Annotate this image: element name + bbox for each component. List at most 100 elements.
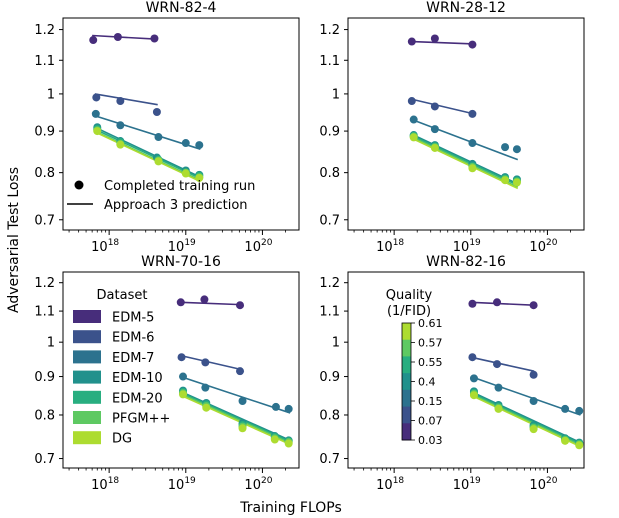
y-tick-label: 0.9 <box>319 125 340 140</box>
y-tick-label: 1.2 <box>319 276 340 291</box>
colorbar-tick-label: 0.07 <box>418 415 443 428</box>
point-dg-4 <box>181 169 190 178</box>
point-edm-5-2 <box>493 298 502 307</box>
colorbar-tick-label: 0.55 <box>418 356 443 369</box>
y-tick-label: 0.8 <box>319 166 340 181</box>
y-tick-label: 0.9 <box>34 125 55 140</box>
panel-title: WRN-82-16 <box>426 254 506 270</box>
point-edm-7-2 <box>201 383 210 392</box>
y-tick-label: 1.2 <box>34 276 55 291</box>
point-edm-6-2 <box>116 97 125 106</box>
plot-frame <box>347 17 585 231</box>
point-edm-7-4 <box>181 139 190 148</box>
legend-label-pfgmplusplus: PFGM++ <box>112 412 170 427</box>
point-edm-7-1 <box>179 372 188 381</box>
colorbar-tick-label: 0.61 <box>418 317 443 330</box>
y-tick-label: 0.9 <box>319 370 340 385</box>
x-tick-label: 1018 <box>91 238 119 255</box>
fit-line-edm-10 <box>470 390 581 444</box>
y-tick-label: 0.8 <box>34 166 55 181</box>
point-edm-7-5 <box>284 404 293 413</box>
point-edm-7-4 <box>271 402 280 411</box>
legend-dataset-title: Dataset <box>97 288 148 303</box>
point-edm-6-3 <box>152 108 161 117</box>
point-edm-7-4 <box>561 404 570 413</box>
point-dg-3 <box>468 164 477 173</box>
point-edm-7-5 <box>512 145 521 154</box>
point-edm-7-2 <box>494 383 503 392</box>
y-tick-label: 0.7 <box>319 452 340 467</box>
legend-swatch-edm-20 <box>73 390 101 404</box>
x-tick-label: 1019 <box>453 238 481 255</box>
point-edm-6-1 <box>407 97 416 106</box>
y-tick-label: 1 <box>47 336 55 351</box>
fit-line-edm-7 <box>180 375 291 414</box>
fit-line-edm-5 <box>470 301 535 307</box>
colorbar-tick-label: 0.03 <box>418 434 443 447</box>
legend-swatch-pfgmplusplus <box>73 411 101 424</box>
point-edm-5-2 <box>430 34 439 43</box>
x-tick-label: 1020 <box>244 476 272 493</box>
point-edm-5-3 <box>468 40 477 49</box>
y-tick-label: 1.2 <box>34 23 55 38</box>
x-tick-label: 1019 <box>168 476 196 493</box>
point-edm-7-3 <box>529 397 538 406</box>
legend-swatch-edm-5 <box>73 310 101 323</box>
x-tick-label: 1020 <box>529 476 557 493</box>
panel-title: WRN-70-16 <box>141 254 221 270</box>
y-tick-label: 1.1 <box>34 54 55 69</box>
point-dg-2 <box>494 404 503 413</box>
point-edm-6-3 <box>529 370 538 379</box>
y-tick-label: 1 <box>47 87 55 102</box>
legend-label-edm-6: EDM-6 <box>112 331 154 346</box>
fit-line-edm-7 <box>411 118 519 161</box>
colorbar-title: Quality <box>386 288 433 303</box>
x-tick-label: 1020 <box>529 238 557 255</box>
fit-line-edm-5 <box>92 34 156 40</box>
point-edm-5-1 <box>176 298 185 307</box>
y-tick-label: 1 <box>332 87 340 102</box>
point-dg-1 <box>93 127 102 136</box>
colorbar-segment-edm-6 <box>402 406 411 424</box>
point-dg-2 <box>116 140 125 149</box>
legend-line-label: Approach 3 prediction <box>104 198 248 213</box>
fit-line-edm-10 <box>180 390 291 442</box>
plot-frame <box>62 17 300 231</box>
y-tick-label: 0.7 <box>319 213 340 228</box>
point-dg-3 <box>529 425 538 434</box>
point-dg-1 <box>409 133 418 142</box>
x-tick-label: 1018 <box>91 476 119 493</box>
colorbar-tick-label: 0.4 <box>418 376 436 389</box>
point-edm-7-2 <box>116 121 125 130</box>
point-edm-7-4 <box>501 143 510 152</box>
point-edm-5-1 <box>89 36 98 45</box>
colorbar-subtitle: (1/FID) <box>387 304 431 319</box>
point-dg-2 <box>430 143 439 152</box>
point-edm-7-1 <box>409 115 418 124</box>
legend-marker-swatch <box>74 180 84 190</box>
colorbar-segment-edm-7 <box>402 389 411 408</box>
fit-line-edm-10 <box>411 133 519 185</box>
plot-frame <box>347 271 585 469</box>
point-dg-4 <box>561 436 570 445</box>
x-tick-label: 1018 <box>376 476 404 493</box>
y-axis-label: Adversarial Test Loss <box>6 167 22 313</box>
legend-swatch-edm-10 <box>73 370 101 384</box>
panel-title: WRN-82-4 <box>146 0 217 16</box>
legend-label-edm-5: EDM-5 <box>112 311 154 326</box>
point-edm-5-2 <box>200 295 209 304</box>
y-tick-label: 1 <box>332 336 340 351</box>
fit-line-edm-20 <box>411 135 519 186</box>
point-edm-7-3 <box>154 133 163 142</box>
point-edm-6-2 <box>430 102 439 111</box>
point-dg-1 <box>469 391 478 400</box>
point-edm-6-1 <box>177 353 186 362</box>
point-edm-5-3 <box>529 301 538 310</box>
colorbar-tick-label: 0.15 <box>418 395 443 408</box>
x-tick-label: 1019 <box>168 238 196 255</box>
point-edm-7-5 <box>195 141 204 150</box>
point-edm-5-3 <box>236 301 245 310</box>
y-tick-label: 0.7 <box>34 452 55 467</box>
point-dg-3 <box>154 157 163 166</box>
fit-line-pfgmplusplus <box>411 136 519 188</box>
